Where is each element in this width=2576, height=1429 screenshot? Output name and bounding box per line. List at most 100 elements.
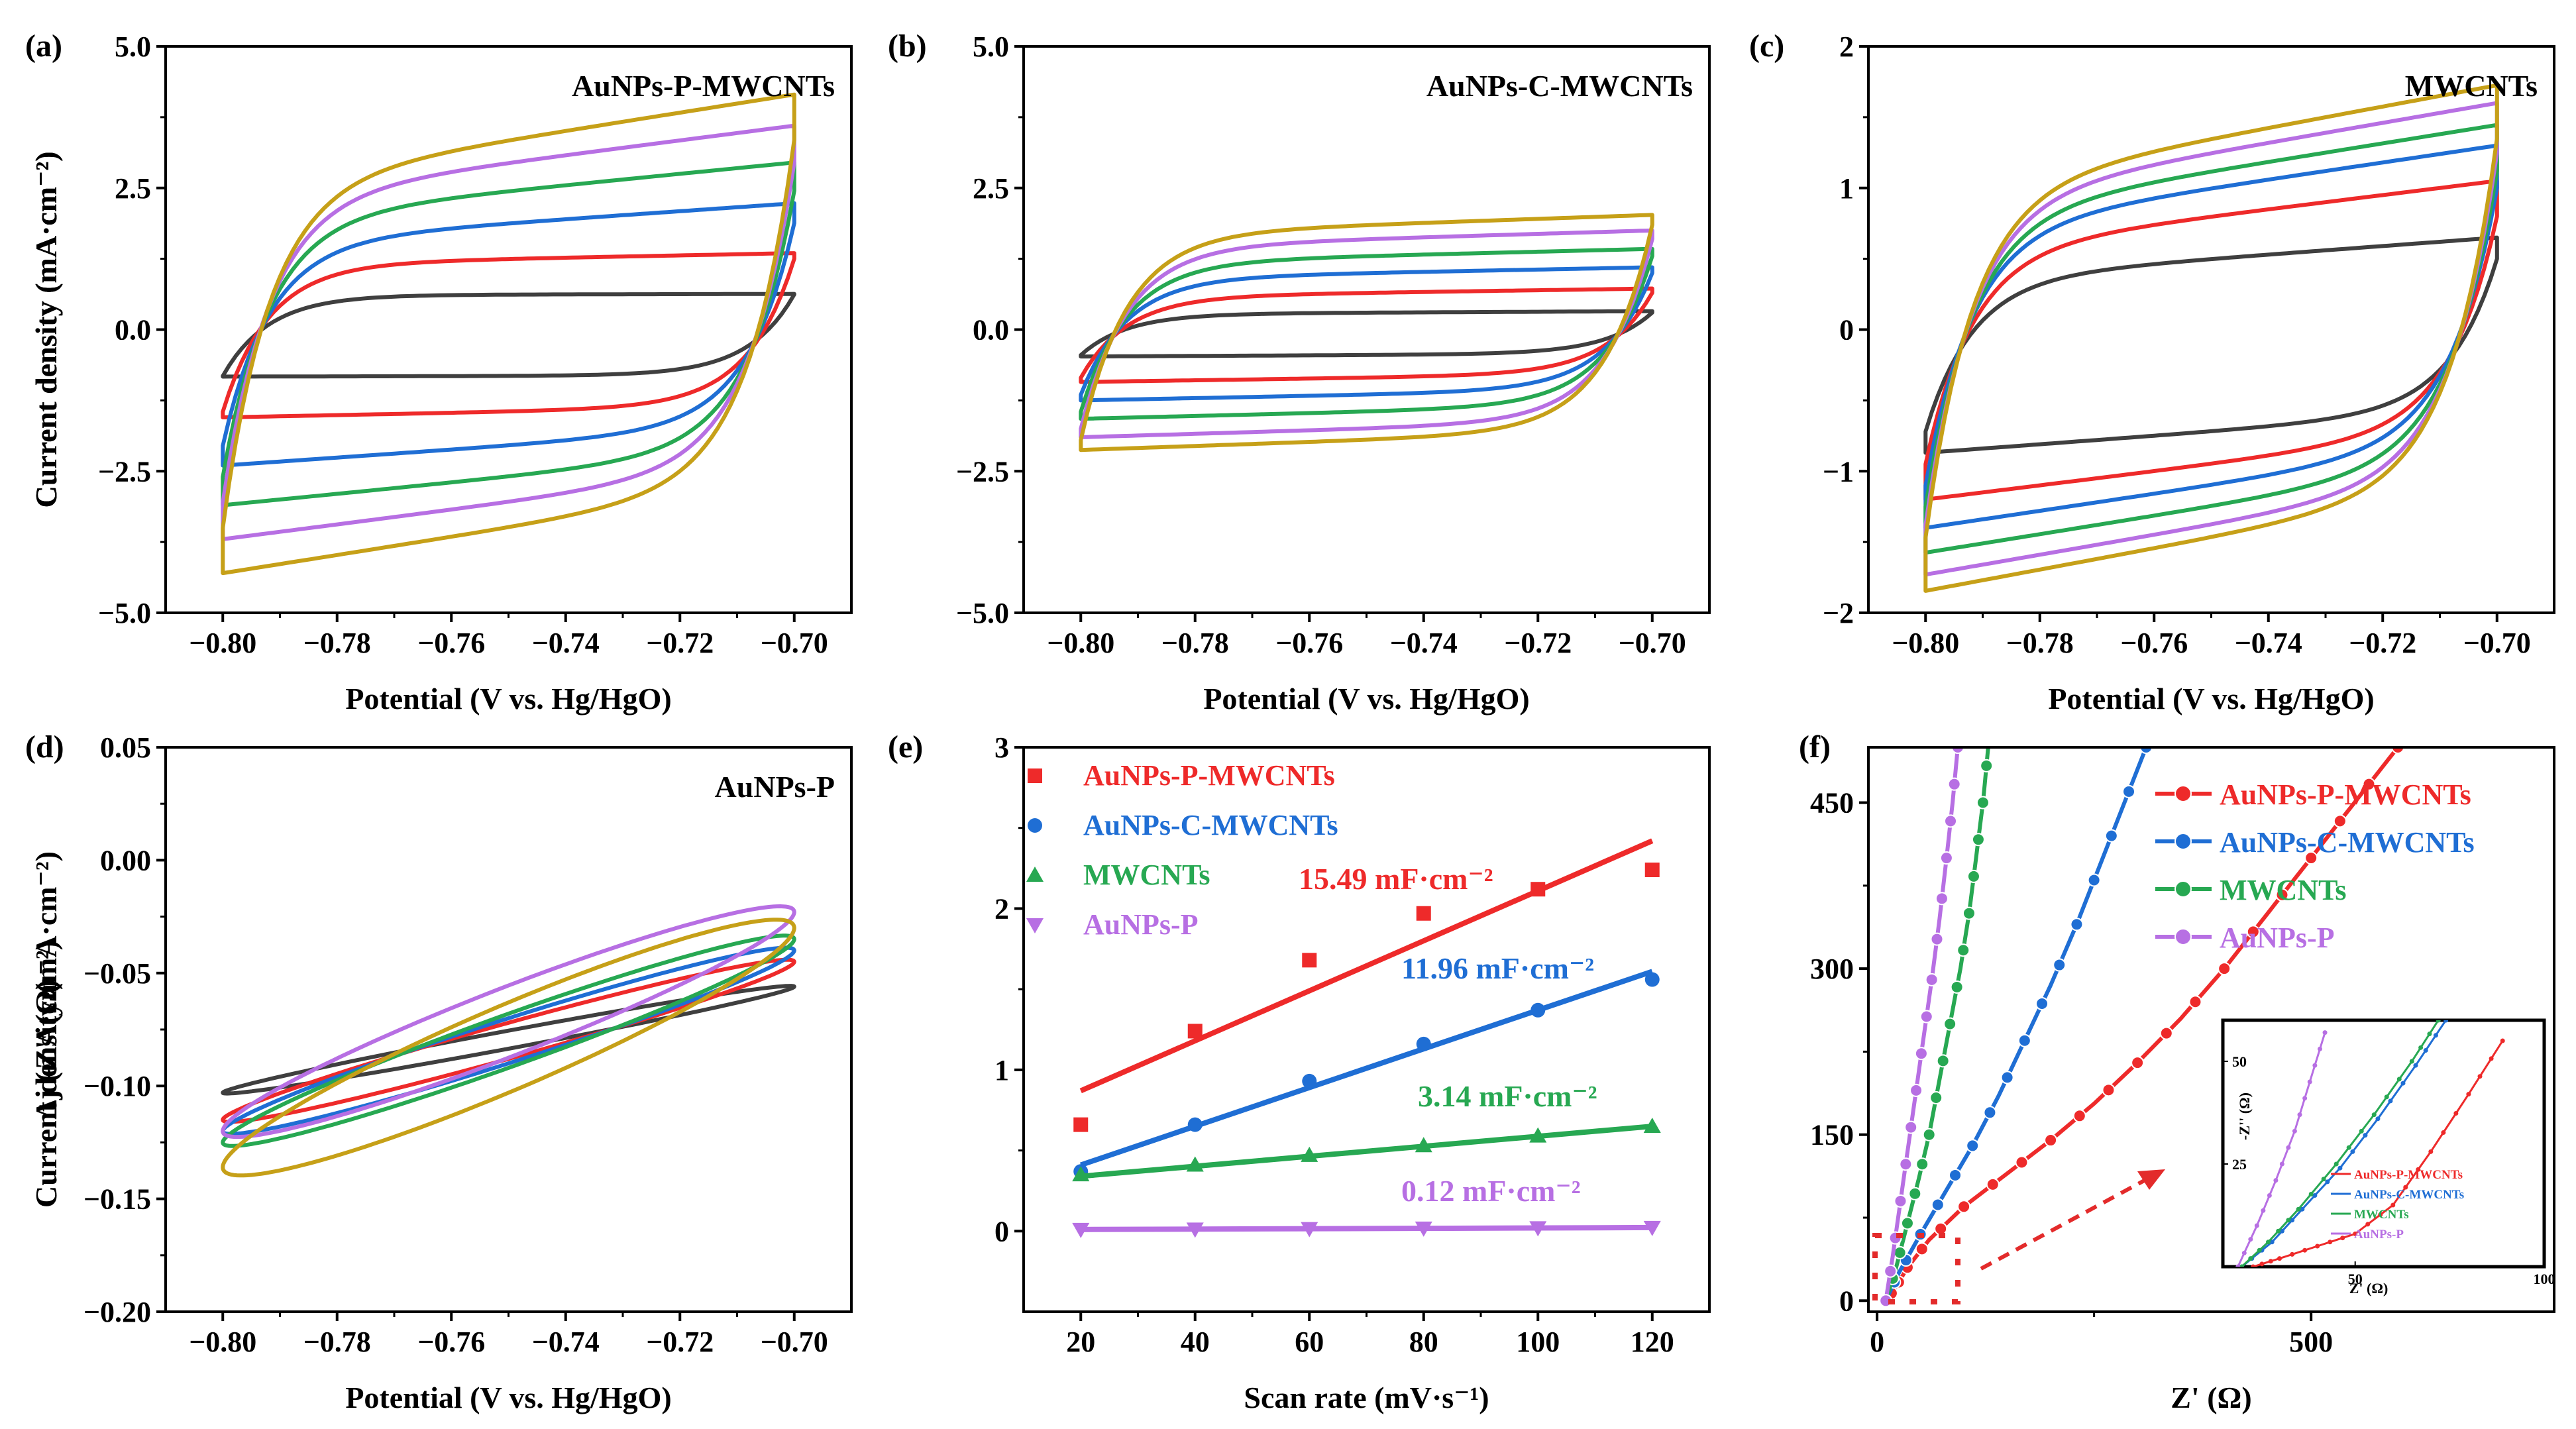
inset-legend-entry: AuNPs-P-MWCNTs bbox=[2354, 1168, 2463, 1182]
nyquist-line-green bbox=[1884, 747, 1990, 1302]
legend-entry: AuNPs-C-MWCNTs bbox=[1083, 809, 1338, 841]
inset-point-green bbox=[2409, 1059, 2414, 1064]
nyquist-point-blue bbox=[2104, 829, 2118, 843]
inset-point-green bbox=[2296, 1206, 2301, 1212]
inset-point-red bbox=[2277, 1256, 2282, 1261]
x-tick-label: −0.70 bbox=[2463, 627, 2531, 659]
data-point-purple bbox=[1301, 1222, 1318, 1238]
y-axis-label: Current density (mA·cm⁻²) bbox=[29, 151, 63, 507]
y-tick-label: 3 bbox=[994, 731, 1009, 764]
y-tick-label: 0.0 bbox=[115, 314, 151, 346]
data-point-blue bbox=[1644, 972, 1660, 987]
legend-marker-green bbox=[2174, 880, 2192, 898]
y-tick-label: −0.10 bbox=[83, 1070, 151, 1102]
nyquist-point-blue bbox=[1983, 1106, 1997, 1120]
cv-curve-green bbox=[1079, 246, 1654, 421]
x-tick-label: −0.70 bbox=[761, 627, 828, 659]
nyquist-point-green bbox=[1980, 759, 1994, 772]
nyquist-point-red bbox=[2102, 1083, 2116, 1097]
inset-point-blue bbox=[2337, 1165, 2343, 1171]
y-axis-label: Current density (mA·cm⁻²) bbox=[29, 151, 63, 507]
zoom-arrow-line bbox=[1980, 1177, 2148, 1271]
legend-marker-red bbox=[2174, 785, 2192, 802]
x-tick-label: −0.78 bbox=[303, 1326, 371, 1358]
cv-curve-green bbox=[221, 160, 796, 507]
inset-point-green bbox=[2286, 1218, 2291, 1223]
cv-curve-blue bbox=[1079, 265, 1654, 403]
data-point-green bbox=[1529, 1127, 1547, 1143]
inset-point-purple bbox=[2267, 1193, 2272, 1198]
cv-curve-blue bbox=[221, 945, 796, 1136]
nyquist-point-red bbox=[2131, 1056, 2145, 1070]
zoom-arrow-head bbox=[2137, 1169, 2165, 1190]
inset-point-green bbox=[2346, 1145, 2351, 1150]
x-tick-label: −0.74 bbox=[1390, 627, 1458, 659]
inset-point-blue bbox=[2363, 1133, 2368, 1138]
cv-curve-blue bbox=[221, 201, 796, 468]
inset-point-red bbox=[2500, 1038, 2505, 1043]
data-point-blue bbox=[1187, 1117, 1203, 1132]
x-axis-label: Z' (Ω) bbox=[2171, 1381, 2251, 1414]
panel-title: AuNPs-C-MWCNTs bbox=[1426, 69, 1693, 103]
slope-label: 11.96 mF·cm⁻² bbox=[1401, 951, 1594, 985]
nyquist-point-green bbox=[1971, 833, 1985, 847]
data-point-green bbox=[1186, 1156, 1204, 1172]
x-tick-label: 60 bbox=[1295, 1326, 1324, 1358]
nyquist-point-blue bbox=[2000, 1071, 2014, 1085]
x-tick-label: 20 bbox=[1066, 1326, 1095, 1358]
y-tick-label: −2.5 bbox=[956, 455, 1009, 488]
cv-curve-purple bbox=[221, 123, 796, 541]
x-tick-label: −0.78 bbox=[303, 627, 371, 659]
inset-point-purple bbox=[2286, 1145, 2291, 1150]
nyquist-point-green bbox=[1943, 1017, 1957, 1031]
inset-point-blue bbox=[2413, 1063, 2418, 1068]
y-tick-label: 300 bbox=[1810, 953, 1854, 985]
nyquist-point-purple bbox=[1925, 973, 1939, 986]
x-tick-label: −0.72 bbox=[1504, 627, 1572, 659]
nyquist-point-red bbox=[2159, 1026, 2173, 1040]
cv-curve-black bbox=[1079, 309, 1654, 359]
cv-curve-green bbox=[1923, 123, 2499, 555]
nyquist-point-green bbox=[1962, 906, 1976, 920]
inset-point-red bbox=[2453, 1111, 2459, 1116]
inset-point-red bbox=[2340, 1236, 2345, 1241]
slope-label: 0.12 mF·cm⁻² bbox=[1401, 1174, 1581, 1208]
nyquist-point-green bbox=[1936, 1054, 1950, 1068]
nyquist-point-blue bbox=[1966, 1139, 1980, 1153]
nyquist-point-purple bbox=[1935, 892, 1949, 906]
nyquist-point-red bbox=[2218, 962, 2231, 976]
y-tick-label: 1 bbox=[994, 1054, 1009, 1086]
nyquist-point-green bbox=[1908, 1187, 1922, 1200]
panel-f: AuNPs-P-MWCNTsAuNPs-C-MWCNTsMWCNTsAuNPs-… bbox=[29, 729, 2555, 1414]
x-tick-label: −0.78 bbox=[1161, 627, 1229, 659]
y-tick-label: 5.0 bbox=[973, 30, 1009, 63]
inset-point-red bbox=[2268, 1259, 2273, 1264]
cv-curve-purple bbox=[1079, 228, 1654, 439]
x-tick-label: −0.74 bbox=[532, 627, 600, 659]
x-tick-label: −0.80 bbox=[1892, 627, 1959, 659]
data-point-red bbox=[1416, 906, 1431, 921]
data-point-blue bbox=[1416, 1036, 1431, 1051]
nyquist-point-red bbox=[2391, 747, 2405, 754]
inset-point-red bbox=[2416, 1167, 2421, 1172]
y-tick-label: 2.5 bbox=[115, 172, 151, 205]
y-axis-label: Current density (mA·cm⁻²) bbox=[29, 151, 63, 507]
inset-point-red bbox=[2477, 1074, 2483, 1079]
y-tick-label: −2.5 bbox=[98, 455, 151, 488]
nyquist-point-purple bbox=[1947, 777, 1961, 791]
nyquist-point-purple bbox=[1914, 1047, 1928, 1061]
nyquist-point-blue bbox=[2070, 918, 2084, 931]
cv-curve-purple bbox=[1923, 101, 2499, 577]
nyquist-curves bbox=[1879, 747, 2405, 1308]
nyquist-point-blue bbox=[2035, 997, 2049, 1011]
y-tick-label: 0 bbox=[1839, 1285, 1854, 1317]
inset-point-red bbox=[2428, 1149, 2434, 1154]
inset-point-purple bbox=[2292, 1128, 2297, 1134]
nyquist-point-purple bbox=[1909, 1083, 1923, 1097]
panel-label: (f) bbox=[1799, 729, 1831, 765]
nyquist-point-red bbox=[1986, 1177, 2000, 1191]
y-tick-label: −2 bbox=[1823, 597, 1854, 629]
legend-entry: AuNPs-P bbox=[1083, 908, 1199, 941]
x-tick-label: 500 bbox=[2289, 1326, 2333, 1358]
